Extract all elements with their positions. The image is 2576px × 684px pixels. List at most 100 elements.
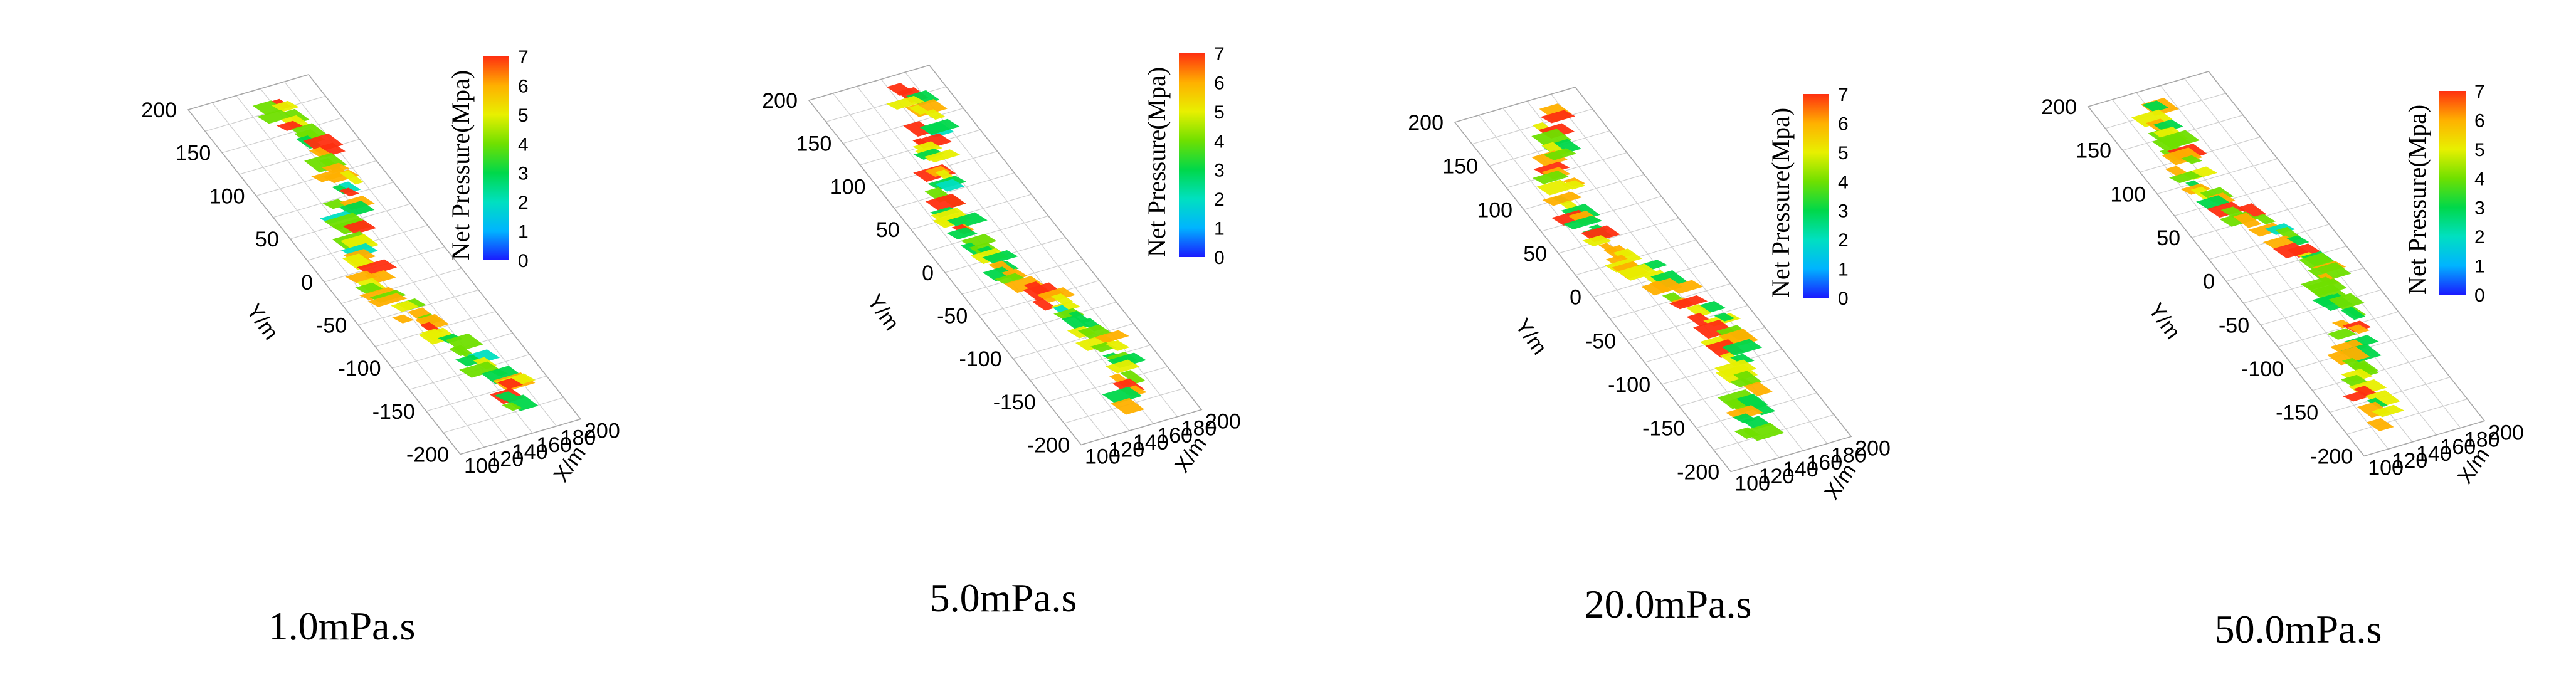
y-tick-labels: 200 150 100 50 0-50 -100 -150 -200 [2041,95,2353,468]
pressure-cell [925,193,966,212]
fracture-surface [252,98,539,411]
colorbar-tick: 7 [2474,82,2485,102]
x-tick-label: 120 [2392,449,2428,473]
x-tick-label: 120 [1109,438,1144,461]
pressure-cell [2347,324,2370,334]
colorbar-scale [1179,53,1205,257]
pressure-cell [2308,262,2352,282]
y-tick-label: -100 [1608,373,1650,397]
panel-2: 200150100500-50-100-150-200Y/m1001201401… [762,44,1240,620]
x-tick-label: 180 [561,426,596,450]
y-tick-label: -50 [316,313,347,337]
colorbar-tick: 3 [1214,160,1225,181]
pressure-cell [2326,328,2357,340]
pressure-cell [946,227,978,240]
y-tick-label: 0 [301,271,313,295]
x-tick-label: 160 [1807,451,1842,475]
pressure-cell [1532,171,1569,184]
y-axis-label: Y/m [2144,298,2185,343]
x-tick-label: 160 [2440,435,2476,459]
pressure-cell [2253,214,2276,224]
x-tick-label: 180 [1181,417,1217,441]
plot-box [2087,71,2486,457]
pressure-cell [272,100,299,112]
colorbar-tick: 1 [518,222,529,243]
y-tick-label: -200 [1677,460,1719,484]
colorbar-scale [483,56,509,260]
x-tick-label: 100 [2368,456,2404,480]
colorbar-tick: 3 [2474,198,2485,219]
y-tick-label: 50 [255,228,279,251]
x-tick-label: 120 [488,447,524,471]
panel-caption: 5.0mPa.s [930,576,1077,620]
pressure-cell [1111,397,1145,415]
pressure-cell [2286,243,2321,258]
fracture-surface [1531,103,1785,441]
pressure-cell [919,118,960,135]
fracture-surface [2131,97,2405,431]
colorbar: 0 1 2 3 4 5 6 7 Net Pressure(Mpa) [1766,85,1849,309]
y-tick-label: -100 [2241,357,2284,381]
colorbar-title: Net Pressure(Mpa) [2403,105,2431,295]
colorbar-tick: 2 [1214,189,1225,210]
panel-caption: 1.0mPa.s [268,604,416,648]
pressure-cell [1533,161,1570,176]
x-tick-label: 200 [1855,436,1891,460]
x-tick-label: 200 [584,419,620,443]
pressure-cell [1106,340,1130,351]
colorbar-tick: 4 [1214,131,1225,152]
colorbar-scale [2439,91,2466,295]
y-tick-label: -100 [338,357,381,381]
y-tick-label: 50 [1523,242,1547,266]
pressure-cell [2366,418,2394,431]
colorbar-tick: 2 [518,192,529,213]
x-tick-label: 160 [1157,424,1193,448]
panel-3: 200150100500-50-100-150-200Y/m1001201401… [1408,85,1891,626]
y-tick-label: -150 [2276,401,2318,425]
colorbar-tick: 1 [1214,219,1225,239]
panel-4: 200150100500-50-100-150-200Y/m1001201401… [2041,71,2524,651]
y-tick-label: 150 [2076,139,2111,163]
colorbar-tick: 0 [2474,285,2485,306]
pressure-cell [2181,155,2203,164]
colorbar-tick: 0 [1214,248,1225,268]
y-tick-label: 200 [762,89,798,113]
y-tick-label: 150 [1442,155,1478,179]
y-tick-label: 200 [141,98,177,122]
colorbar-tick: 7 [518,47,529,68]
pressure-cell [1721,339,1763,356]
y-tick-label: 50 [2156,226,2180,250]
pressure-cell [497,377,524,389]
x-tick-label: 120 [1759,465,1795,488]
y-tick-label: 200 [2041,95,2077,119]
colorbar-tick: 1 [1838,260,1849,280]
pressure-cell [340,170,364,185]
colorbar-tick: 2 [1838,230,1849,251]
y-tick-label: 100 [830,175,866,199]
colorbar-tick: 2 [2474,227,2485,248]
colorbar-tick: 6 [2474,110,2485,131]
colorbar-tick: 0 [1838,288,1849,309]
pressure-cell [1686,304,1712,317]
colorbar-tick: 5 [518,105,529,126]
colorbar-title: Net Pressure(Mpa) [1766,108,1795,298]
pressure-cell [1543,148,1577,160]
colorbar: 0 1 2 3 4 5 6 7 Net Pressure(Mpa) [2403,82,2485,306]
x-tick-label: 180 [2464,428,2500,452]
pressure-cell [502,402,522,411]
panel-1: 200150100500-50-100-150-200Y/m1001201401… [141,47,620,648]
pressure-cell [1561,180,1586,190]
colorbar-tick: 5 [1838,143,1849,164]
x-tick-label: 140 [2416,442,2452,466]
y-tick-label: -150 [372,400,415,424]
pressure-cell [1582,235,1612,247]
pressure-cell [2141,100,2169,112]
pressure-cell [1563,215,1603,230]
y-tick-label: 100 [209,184,245,208]
colorbar-tick: 4 [1838,172,1849,192]
pressure-cell [2340,307,2366,320]
pressure-cell [886,95,925,110]
pressure-cell [1729,378,1754,387]
pressure-cell [905,99,948,117]
colorbar-tick: 4 [2474,169,2485,189]
